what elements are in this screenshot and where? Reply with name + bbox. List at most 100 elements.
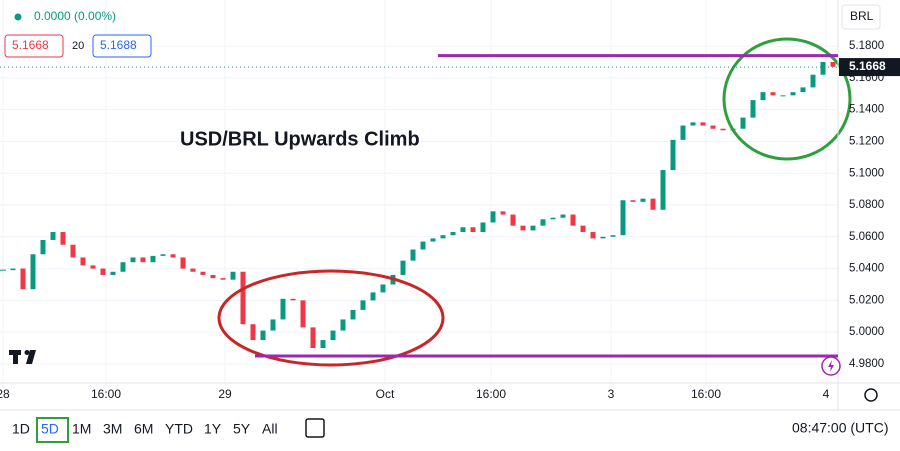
candle <box>230 271 236 280</box>
candle <box>560 214 566 218</box>
y-tick-label: 5.1800 <box>849 40 884 52</box>
date-range-icon[interactable] <box>305 418 325 438</box>
candle <box>440 235 446 239</box>
candle <box>540 219 546 226</box>
candle <box>700 122 706 126</box>
y-tick-label: 5.1400 <box>849 104 884 116</box>
logo <box>9 350 36 364</box>
range-button[interactable]: 1Y <box>204 421 222 437</box>
red-ellipse <box>217 269 445 367</box>
candle <box>630 200 636 202</box>
x-tick-label: 16:00 <box>691 387 721 401</box>
last-price-box <box>839 58 900 77</box>
candle <box>250 324 256 341</box>
y-tick-label: 5.1200 <box>849 135 884 147</box>
ask: 5.1688 <box>100 38 137 52</box>
candle <box>580 225 586 233</box>
candle <box>280 298 286 320</box>
candle <box>470 227 476 233</box>
candle <box>130 257 136 263</box>
range-button[interactable]: 3M <box>103 421 122 437</box>
candle <box>140 257 146 263</box>
y-tick-label: 5.0400 <box>849 263 884 275</box>
bolt <box>828 360 834 372</box>
candle <box>260 330 266 341</box>
range-button[interactable]: 1D <box>12 421 30 437</box>
x-tick-label: 4 <box>823 387 830 401</box>
range-button[interactable]: 5D <box>41 421 59 437</box>
y-tick-label: 5.0600 <box>849 231 884 243</box>
candle <box>320 340 326 349</box>
y-tick-label: 5.0000 <box>849 326 884 338</box>
plot <box>0 61 836 349</box>
candle <box>570 214 576 226</box>
x-tick-label: Oct <box>376 387 395 401</box>
x-tick-label: 28 <box>0 387 10 401</box>
candle <box>830 61 836 67</box>
range-button[interactable]: YTD <box>165 421 193 437</box>
candle <box>310 327 316 349</box>
candle <box>720 128 726 131</box>
x-tick-label: 29 <box>218 387 232 401</box>
candle <box>750 100 756 118</box>
candle <box>300 300 306 328</box>
candle <box>80 257 86 266</box>
candle <box>780 95 786 97</box>
candle <box>270 319 276 331</box>
candle <box>530 225 536 231</box>
candle <box>100 268 106 275</box>
bid-box[interactable] <box>4 34 64 58</box>
annotation: USD/BRL Upwards Climb <box>180 128 420 150</box>
green-ellipse <box>722 37 852 161</box>
range-button[interactable]: All <box>262 421 278 437</box>
candle <box>70 244 76 258</box>
candle <box>240 271 246 325</box>
candle <box>490 211 496 223</box>
candle <box>180 257 186 269</box>
bid: 5.1668 <box>12 38 49 52</box>
candle <box>650 198 656 210</box>
candle <box>710 125 716 129</box>
x-tick-label: 16:00 <box>476 387 506 401</box>
candle <box>610 235 616 237</box>
candle <box>410 249 416 261</box>
range-selected <box>36 417 69 443</box>
settings-icon[interactable] <box>864 388 878 402</box>
range-button[interactable]: 6M <box>134 421 153 437</box>
candle <box>590 232 596 239</box>
candle <box>690 122 696 126</box>
candle <box>600 236 606 239</box>
candle <box>800 87 806 93</box>
candle <box>450 232 456 236</box>
candle <box>160 254 166 256</box>
last-price-label: 5.1668 <box>849 59 886 73</box>
range-button[interactable]: 1M <box>72 421 91 437</box>
candle <box>420 241 426 250</box>
candle <box>360 300 366 310</box>
candle <box>290 298 296 301</box>
candle <box>620 200 626 236</box>
x-tick-label: 3 <box>608 387 615 401</box>
ask-box[interactable] <box>92 34 152 58</box>
range-button[interactable]: 5Y <box>233 421 251 437</box>
y-tick-label: 4.9800 <box>849 358 884 370</box>
candle <box>350 309 356 320</box>
candle <box>510 214 516 226</box>
candle <box>120 262 126 272</box>
candle <box>340 319 346 331</box>
clock: 08:47:00 (UTC) <box>792 420 888 436</box>
candle <box>380 284 386 293</box>
candle <box>770 92 776 96</box>
status-dot <box>14 13 22 21</box>
candle <box>110 271 116 275</box>
x-tick-label: 16:00 <box>91 387 121 401</box>
y-tick-label: 5.1000 <box>849 167 884 179</box>
candle <box>460 227 466 233</box>
currency-button[interactable] <box>841 4 881 30</box>
y-tick-label: 5.0200 <box>849 294 884 306</box>
candle <box>40 239 46 255</box>
y-tick-label: 5.0800 <box>849 199 884 211</box>
candle <box>680 125 686 140</box>
